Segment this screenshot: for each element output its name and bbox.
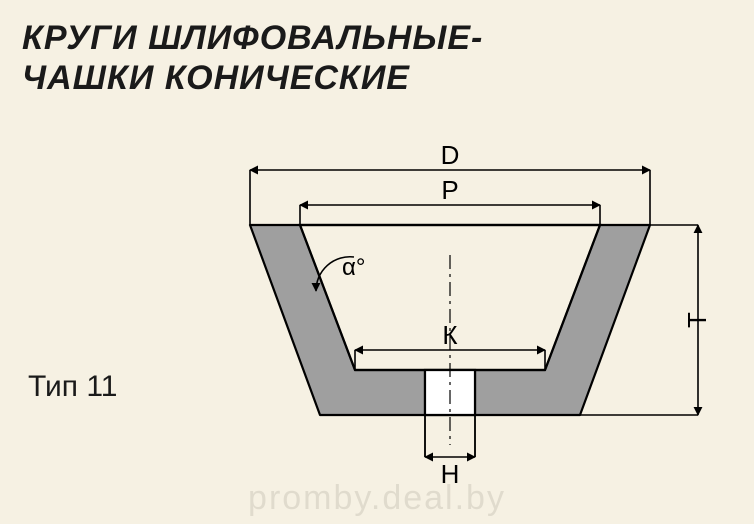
cross-section-diagram: DP К H Tα° (190, 135, 730, 505)
svg-text:D: D (441, 140, 460, 170)
svg-text:α°: α° (342, 254, 365, 281)
svg-text:H: H (441, 459, 460, 489)
title-line-2: ЧАШКИ КОНИЧЕСКИЕ (22, 58, 483, 98)
type-label: Тип 11 (28, 370, 118, 404)
svg-text:T: T (682, 312, 712, 328)
page-title: КРУГИ ШЛИФОВАЛЬНЫЕ- ЧАШКИ КОНИЧЕСКИЕ (22, 18, 483, 98)
svg-text:P: P (441, 175, 458, 205)
svg-text:К: К (442, 320, 457, 350)
diagram-container: DP К H Tα° (190, 135, 730, 505)
page-root: КРУГИ ШЛИФОВАЛЬНЫЕ- ЧАШКИ КОНИЧЕСКИЕ Тип… (0, 0, 754, 524)
title-line-1: КРУГИ ШЛИФОВАЛЬНЫЕ- (22, 18, 483, 58)
